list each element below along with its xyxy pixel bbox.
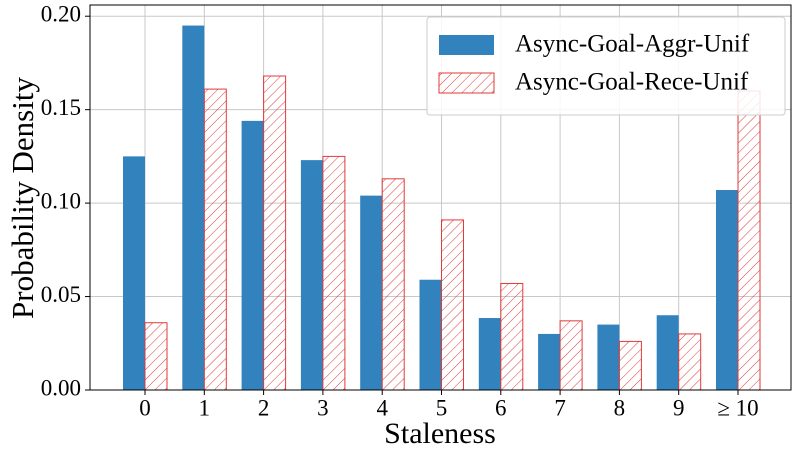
legend-label: Async-Goal-Rece-Unif [515, 69, 749, 96]
bar [559, 320, 583, 391]
x-tick-label: 7 [554, 395, 566, 420]
y-tick-label: 0.20 [41, 1, 81, 26]
x-tick-label: ≥ 10 [717, 395, 758, 420]
bar [241, 120, 264, 391]
plot-frame [89, 4, 792, 391]
bar [144, 322, 168, 391]
y-tick-label: 0.15 [41, 95, 81, 120]
legend-label: Async-Goal-Aggr-Unif [515, 31, 750, 58]
bar [538, 333, 561, 390]
bar [656, 315, 679, 390]
bar [478, 318, 501, 390]
y-tick-label: 0.10 [41, 188, 81, 213]
bar [737, 90, 761, 391]
x-tick-label: 1 [199, 395, 211, 420]
legend-swatch [438, 72, 495, 94]
x-axis-label: Staleness [384, 417, 496, 450]
bar [678, 333, 702, 391]
y-tick-label: 0.05 [41, 282, 81, 307]
bar [441, 219, 464, 391]
y-axis-label: Probability Density [5, 77, 40, 319]
bar [381, 178, 405, 391]
x-tick-label: 6 [495, 395, 507, 420]
bar [182, 25, 205, 390]
x-tick-label: 3 [317, 395, 329, 420]
x-tick-label: 4 [376, 395, 388, 420]
y-tick-label: 0.00 [41, 375, 81, 400]
bar [716, 190, 738, 390]
bar [597, 324, 620, 390]
bar [360, 195, 383, 390]
x-tick-label: 0 [139, 395, 151, 420]
bar [322, 155, 346, 391]
bar [263, 75, 287, 391]
bar [618, 340, 642, 391]
x-tick-label: 2 [258, 395, 270, 420]
legend-swatch [439, 35, 494, 55]
legend-box [426, 16, 786, 116]
x-tick-label: 9 [673, 395, 685, 420]
bar [300, 160, 323, 390]
bar [500, 282, 524, 391]
bar [203, 88, 227, 391]
x-tick-label: 5 [436, 395, 448, 420]
bar [123, 156, 145, 390]
bar [419, 279, 442, 390]
x-tick-label: 8 [614, 395, 626, 420]
